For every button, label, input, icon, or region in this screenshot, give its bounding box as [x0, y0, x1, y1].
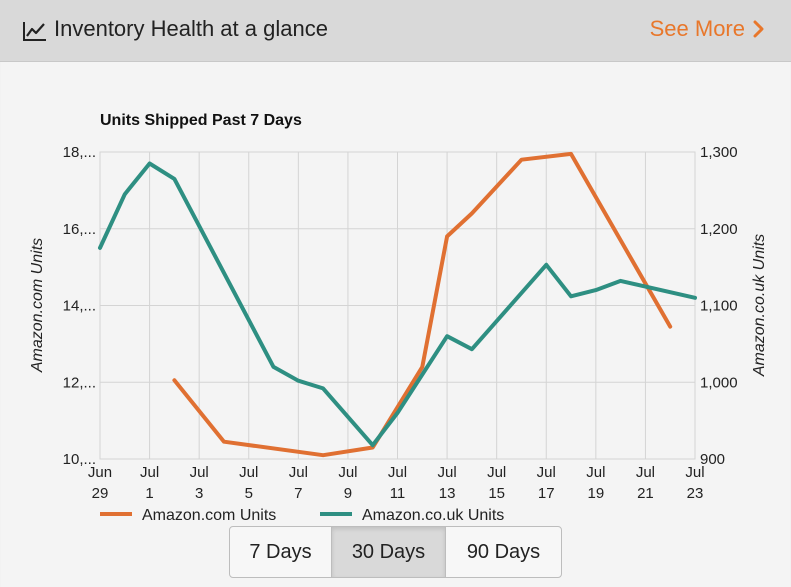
y-right-tick-label: 1,000 — [700, 374, 738, 391]
x-tick-label: Jul — [487, 464, 506, 481]
series-line-amazon-com — [172, 151, 673, 458]
x-tick-label: Jul — [537, 464, 556, 481]
date-range-selector: 7 Days 30 Days 90 Days — [229, 526, 562, 578]
x-tick-label: Jul — [239, 464, 258, 481]
y-right-tick-label: 1,300 — [700, 144, 738, 161]
y-left-tick-label: 18,... — [63, 144, 96, 161]
x-tick-label: Jun — [88, 464, 112, 481]
units-shipped-chart: Units Shipped Past 7 Days Jun 29 Jul 1 Jul 3 Ju… — [29, 112, 768, 524]
see-more-link[interactable]: See More — [650, 16, 765, 42]
y-left-tick-label: 10,... — [63, 451, 96, 468]
y-right-tick-label: 1,100 — [700, 298, 738, 315]
x-tick-label: Jul — [685, 464, 704, 481]
y-left-tick-label: 14,... — [63, 298, 96, 315]
legend-amazon-com-label: Amazon.com Units — [142, 507, 276, 524]
y-right-tick-label: 1,200 — [700, 221, 738, 238]
x-tick-label: 17 — [538, 485, 555, 502]
range-button-7-days[interactable]: 7 Days — [230, 527, 332, 577]
range-button-90-days[interactable]: 90 Days — [466, 540, 541, 563]
x-tick-label: Jul — [437, 464, 456, 481]
y-left-tick-label: 12,... — [63, 374, 96, 391]
x-tick-label: 21 — [637, 485, 654, 502]
y-right-axis-label: Amazon.co.uk Units — [751, 234, 768, 377]
widget-title: Inventory Health at a glance — [54, 16, 328, 41]
range-button-30-days[interactable]: 30 Days — [332, 527, 446, 577]
x-tick-label: 7 — [294, 485, 302, 502]
chevron-right-icon — [753, 20, 764, 38]
x-tick-label: Jul — [586, 464, 605, 481]
series-line-amazon-co-uk — [98, 161, 697, 448]
x-tick-label: Jul — [140, 464, 159, 481]
widget-header: Inventory Health at a glance See More — [0, 0, 791, 62]
line-chart-icon — [23, 22, 46, 41]
y-left-tick-label: 16,... — [63, 221, 96, 238]
x-tick-label: Jul — [190, 464, 209, 481]
chart-title: Units Shipped Past 7 Days — [100, 112, 302, 129]
x-tick-label: Jul — [338, 464, 357, 481]
x-tick-label: Jul — [636, 464, 655, 481]
x-tick-label: 13 — [439, 485, 456, 502]
x-tick-label: 5 — [245, 485, 253, 502]
see-more-label: See More — [649, 16, 745, 41]
x-tick-label: 29 — [92, 485, 109, 502]
x-tick-label: Jul — [388, 464, 407, 481]
y-right-tick-label: 900 — [700, 451, 725, 468]
x-tick-label: Jul — [289, 464, 308, 481]
x-tick-label: 15 — [488, 485, 505, 502]
x-tick-label: 19 — [587, 485, 604, 502]
x-tick-label: 3 — [195, 485, 203, 502]
x-tick-label: 1 — [145, 485, 153, 502]
y-left-axis-label: Amazon.com Units — [29, 238, 46, 373]
x-tick-label: 9 — [344, 485, 352, 502]
x-tick-label: 23 — [687, 485, 704, 502]
x-tick-label: 11 — [390, 485, 406, 502]
legend-amazon-co-uk-label: Amazon.co.uk Units — [362, 507, 504, 524]
